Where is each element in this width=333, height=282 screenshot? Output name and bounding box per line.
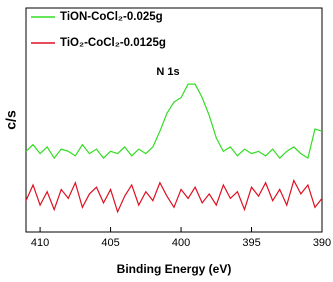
x-tick-label: 400 xyxy=(172,237,190,249)
legend-label: TiON-CoCl₂-0.025g xyxy=(60,11,163,23)
y-axis-label: c/s xyxy=(3,110,19,130)
data-line xyxy=(25,178,323,214)
legend-label: TiO₂-CoCl₂-0.0125g xyxy=(60,37,166,49)
x-tick-label: 405 xyxy=(101,237,119,249)
x-tick-label: 395 xyxy=(242,237,260,249)
plot-frame xyxy=(25,7,323,233)
x-axis-label: Binding Energy (eV) xyxy=(117,262,232,276)
x-tick-label: 410 xyxy=(31,237,49,249)
data-line xyxy=(25,83,323,160)
annotation: N 1s xyxy=(156,66,179,78)
x-tick-label: 390 xyxy=(313,237,331,249)
